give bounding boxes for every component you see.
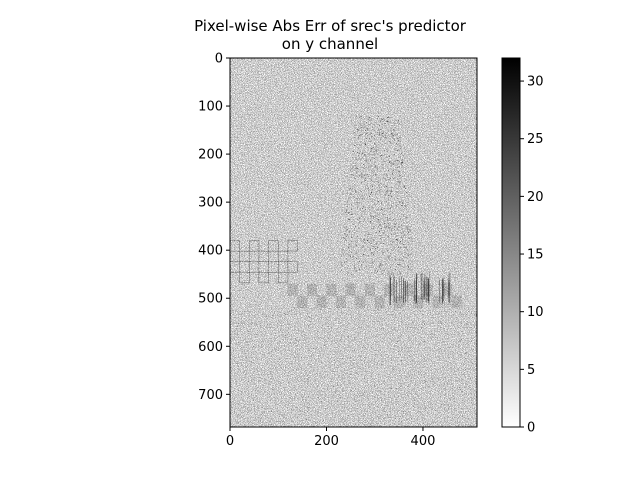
- colorbar-tick-label: 30: [527, 75, 544, 90]
- colorbar-tick-label: 25: [527, 132, 544, 147]
- y-tick-label: 500: [198, 292, 223, 307]
- x-tick-label: 200: [314, 434, 339, 449]
- colorbar-tick-label: 10: [527, 305, 544, 320]
- chart-title-line2: on y channel: [281, 35, 379, 53]
- x-tick-label: 0: [226, 434, 234, 449]
- y-tick-label: 0: [215, 52, 223, 67]
- heatmap-image: [230, 58, 477, 427]
- y-tick-label: 300: [198, 196, 223, 211]
- y-tick-label: 700: [198, 388, 223, 403]
- colorbar-tick-label: 20: [527, 190, 544, 205]
- colorbar-tick-label: 0: [527, 421, 535, 436]
- y-tick-label: 600: [198, 340, 223, 355]
- y-tick-label: 400: [198, 244, 223, 259]
- y-axis: 0 100 200 300 400 500 600 700: [198, 52, 230, 403]
- colorbar-axis: 0 5 10 15 20 25 30: [520, 75, 544, 436]
- y-tick-label: 200: [198, 148, 223, 163]
- chart-title-line1: Pixel-wise Abs Err of srec's predictor: [194, 17, 466, 35]
- colorbar: [501, 57, 521, 428]
- y-tick-label: 100: [198, 100, 223, 115]
- x-axis: 0 200 400: [226, 427, 436, 449]
- x-tick-label: 400: [411, 434, 436, 449]
- colorbar-tick-label: 5: [527, 363, 535, 378]
- plot-frame: [229, 57, 478, 428]
- colorbar-tick-label: 15: [527, 248, 544, 263]
